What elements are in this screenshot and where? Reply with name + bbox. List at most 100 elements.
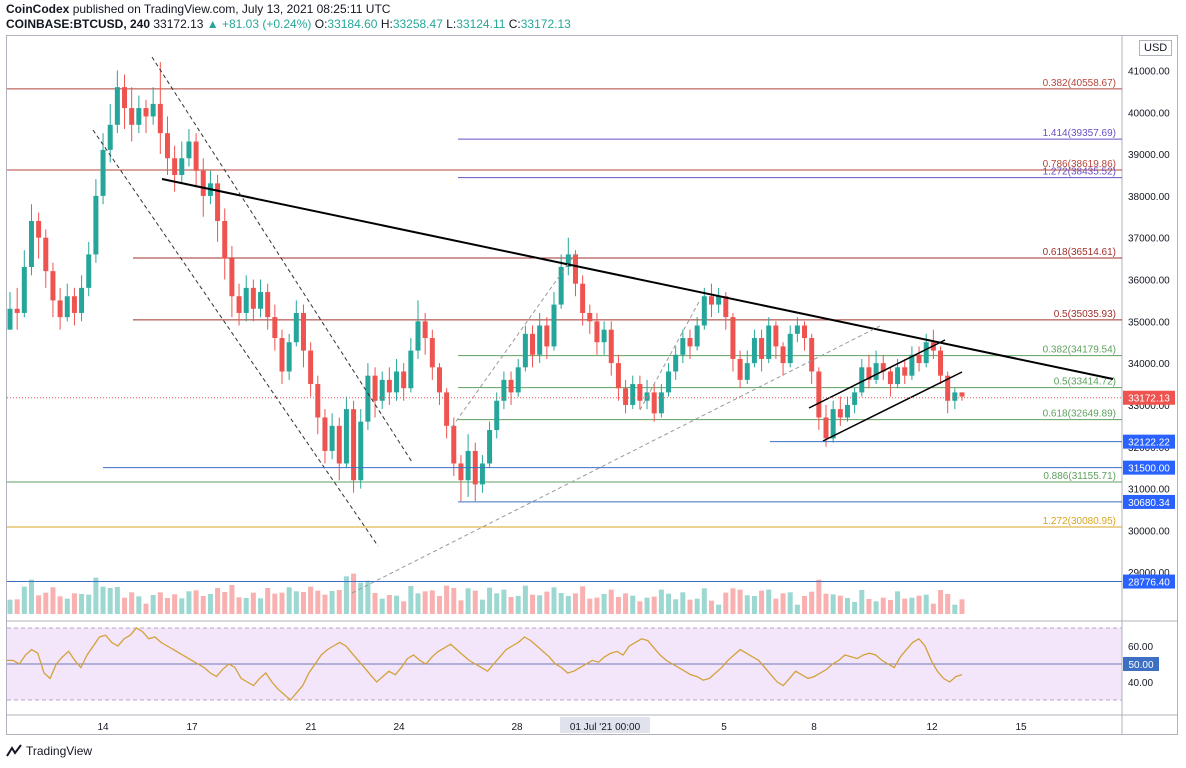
volume-bar [401, 601, 407, 614]
x-tick-label: 12 [926, 722, 938, 733]
price-label: 31500.00 [1128, 464, 1170, 475]
footer-brand[interactable]: TradingView [26, 744, 93, 758]
volume-bar [236, 597, 242, 614]
candle-body [809, 338, 815, 372]
candle-body [945, 375, 951, 401]
volume-bar [773, 598, 779, 614]
volume-bar [673, 599, 679, 614]
candle-body [107, 124, 113, 150]
chart-frame[interactable] [6, 35, 1178, 735]
volume-bar [723, 592, 729, 614]
volume-bar [107, 588, 113, 614]
volume-bar [837, 595, 843, 614]
price-label-box [1123, 574, 1175, 589]
volume-bar [895, 591, 901, 614]
candle-body [773, 325, 779, 347]
candle-body [572, 254, 578, 284]
candle-body [372, 375, 378, 401]
volume-bar [751, 596, 757, 614]
volume-bar [866, 599, 872, 614]
rsi-tick-label: 60.00 [1128, 642, 1153, 653]
volume-bar [615, 597, 621, 614]
support-dashed-line [351, 325, 881, 594]
volume-bar [71, 593, 77, 614]
last-price: 33172.13 [153, 17, 204, 31]
volume-bar [601, 594, 607, 614]
candle-body [751, 338, 757, 364]
volume-bar [164, 598, 170, 614]
candle-body [830, 409, 836, 439]
candle-body [7, 308, 13, 330]
volume-bar [358, 582, 364, 614]
candle-body [93, 195, 99, 255]
footer: TradingView [6, 744, 92, 758]
volume-bar [580, 586, 586, 614]
volume-bar [651, 596, 657, 614]
candle-body [687, 338, 693, 347]
candle-body [501, 379, 507, 401]
currency-label[interactable]: USD [1139, 40, 1173, 56]
candle-body [701, 296, 707, 326]
candle-body [852, 392, 858, 405]
volume-bar [730, 588, 736, 614]
candle-body [515, 367, 521, 393]
candle-body [222, 220, 228, 259]
volume-bar [938, 590, 944, 614]
volume-bar [887, 600, 893, 614]
y-tick-label: 37000.00 [1128, 234, 1170, 245]
volume-bar [716, 604, 722, 614]
volume-bar [215, 588, 221, 614]
candle-body [708, 296, 714, 305]
candle-body [565, 254, 571, 267]
candle-body [21, 266, 27, 313]
volume-bar [436, 596, 442, 614]
publisher-name[interactable]: CoinCodex [6, 2, 70, 16]
volume-bar [243, 598, 249, 614]
candle-body [86, 254, 92, 288]
fib-level-label: 1.272(30080.95) [1043, 516, 1116, 527]
volume-bar [902, 598, 908, 614]
candle-body [429, 338, 435, 368]
candle-body [522, 333, 528, 368]
volume-bar [429, 590, 435, 614]
candle-body [343, 409, 349, 464]
volume-bar [608, 589, 614, 614]
volume-bar [286, 587, 292, 614]
volume-bar [21, 586, 27, 614]
x-tick-label: 24 [393, 722, 405, 733]
volume-bar [336, 590, 342, 614]
candle-body [594, 321, 600, 343]
volume-bar [530, 594, 536, 614]
volume-bar [744, 595, 750, 614]
x-tick-label: 5 [721, 722, 727, 733]
volume-bar [408, 586, 414, 614]
rising-wedge-lower [822, 371, 963, 442]
candle-body [379, 379, 385, 401]
volume-bar [250, 592, 256, 614]
candle-body [802, 325, 808, 339]
candle-body [508, 379, 514, 393]
volume-bar [186, 591, 192, 614]
volume-bar [193, 590, 199, 614]
volume-bar [50, 587, 56, 614]
y-tick-label: 38000.00 [1128, 192, 1170, 203]
volume-bar [343, 576, 349, 614]
volume-bar [394, 595, 400, 614]
rsi-level-label: 50.00 [1128, 660, 1153, 671]
fib-level-label: 0.618(36514.61) [1043, 247, 1116, 258]
candle-body [136, 108, 142, 125]
candle-body [651, 392, 657, 414]
y-tick-label: 30000.00 [1128, 526, 1170, 537]
candle-body [50, 271, 56, 301]
volume-bar [265, 588, 271, 614]
candle-body [666, 371, 672, 393]
volume-bar [100, 586, 106, 614]
candle-body [415, 321, 421, 351]
candle-body [71, 296, 77, 313]
volume-bar [379, 598, 385, 614]
volume-bar [28, 579, 34, 614]
volume-bar [122, 597, 128, 614]
candle-body [716, 296, 722, 305]
volume-bar [79, 594, 85, 614]
